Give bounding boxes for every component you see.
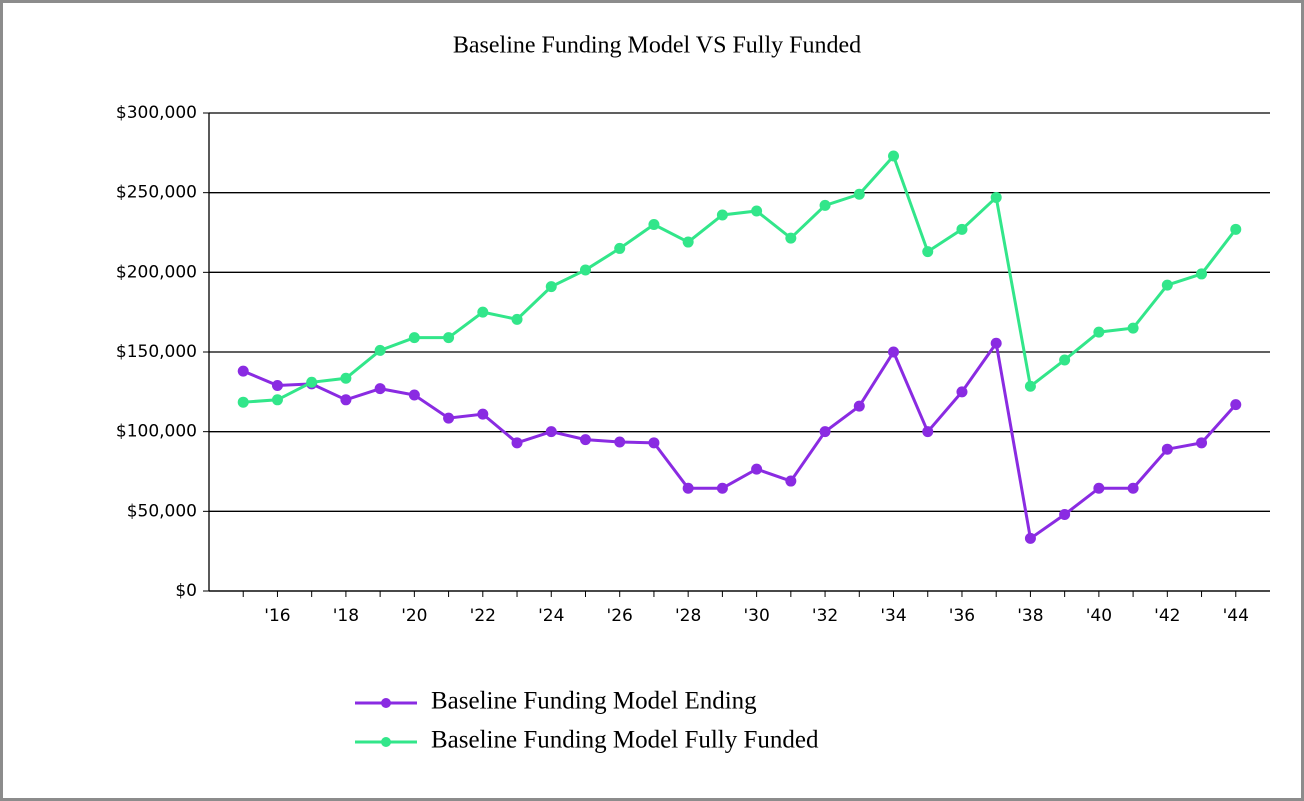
data-point: [271, 394, 283, 406]
data-point: [956, 223, 968, 235]
x-tick-label: '40: [1086, 606, 1112, 626]
x-tick-label: '28: [675, 606, 701, 626]
data-point: [340, 394, 352, 406]
data-point: [956, 386, 968, 398]
data-point: [1093, 326, 1105, 338]
data-point: [853, 400, 865, 412]
data-point: [1230, 399, 1242, 411]
data-point: [443, 332, 455, 344]
legend-marker: [381, 698, 391, 708]
y-tick-label: $0: [175, 581, 197, 601]
data-point: [477, 306, 489, 318]
y-tick-label: $200,000: [116, 262, 197, 282]
data-point: [237, 365, 249, 377]
data-point: [1196, 437, 1208, 449]
data-point: [990, 191, 1002, 203]
series-line: [243, 153, 1237, 404]
chart-title: Baseline Funding Model VS Fully Funded: [453, 33, 861, 59]
data-point: [922, 426, 934, 438]
y-tick-label: $300,000: [116, 103, 197, 123]
data-point: [1196, 268, 1208, 280]
data-point: [340, 372, 352, 384]
data-point: [888, 150, 900, 162]
data-point: [408, 332, 420, 344]
x-tick-label: '16: [264, 606, 290, 626]
data-point: [1161, 443, 1173, 455]
data-point: [716, 209, 728, 221]
data-point: [1161, 279, 1173, 291]
x-tick-label: '18: [333, 606, 359, 626]
data-point: [785, 232, 797, 244]
data-point: [1059, 354, 1071, 366]
y-tick-label: $100,000: [116, 422, 197, 442]
data-point: [614, 242, 626, 254]
data-point: [922, 246, 934, 258]
data-point: [648, 437, 660, 449]
data-point: [1059, 509, 1071, 521]
data-point: [751, 463, 763, 475]
data-point: [477, 408, 489, 420]
x-tick-label: '32: [812, 606, 838, 626]
x-tick-label: '42: [1154, 606, 1180, 626]
data-point: [511, 313, 523, 325]
data-point: [751, 205, 763, 217]
data-point: [579, 264, 591, 276]
data-point: [819, 426, 831, 438]
x-tick-label: '22: [470, 606, 496, 626]
legend-label: Baseline Funding Model Ending: [431, 688, 757, 715]
data-point: [682, 482, 694, 494]
y-tick-label: $150,000: [116, 342, 197, 362]
data-point: [614, 436, 626, 448]
data-point: [1024, 380, 1036, 392]
data-point: [306, 376, 318, 388]
data-point: [1127, 322, 1139, 334]
data-point: [271, 379, 283, 391]
data-point: [545, 426, 557, 438]
data-point: [1230, 223, 1242, 235]
data-point: [579, 434, 591, 446]
x-tick-label: '44: [1223, 606, 1249, 626]
x-tick-label: '20: [401, 606, 427, 626]
data-point: [819, 199, 831, 211]
data-point: [237, 396, 249, 408]
data-point: [1093, 482, 1105, 494]
data-point: [545, 281, 557, 293]
x-tick-label: '30: [743, 606, 769, 626]
legend-marker: [381, 737, 391, 747]
x-tick-label: '26: [607, 606, 633, 626]
data-point: [682, 236, 694, 248]
y-tick-label: $50,000: [127, 501, 197, 521]
data-point: [1024, 532, 1036, 544]
y-tick-label: $250,000: [116, 183, 197, 203]
data-point: [511, 437, 523, 449]
x-tick-label: '34: [880, 606, 906, 626]
data-point: [374, 344, 386, 356]
data-point: [648, 219, 660, 231]
data-point: [443, 412, 455, 424]
data-point: [408, 389, 420, 401]
data-point: [785, 475, 797, 487]
series-line: [242, 339, 1237, 541]
x-tick-label: '24: [538, 606, 564, 626]
data-point: [853, 188, 865, 200]
data-point: [716, 482, 728, 494]
legend-label: Baseline Funding Model Fully Funded: [431, 727, 819, 754]
x-tick-label: '38: [1017, 606, 1043, 626]
x-tick-label: '36: [949, 606, 975, 626]
data-point: [1127, 482, 1139, 494]
data-point: [990, 337, 1002, 349]
data-point: [888, 346, 900, 358]
data-point: [374, 383, 386, 395]
